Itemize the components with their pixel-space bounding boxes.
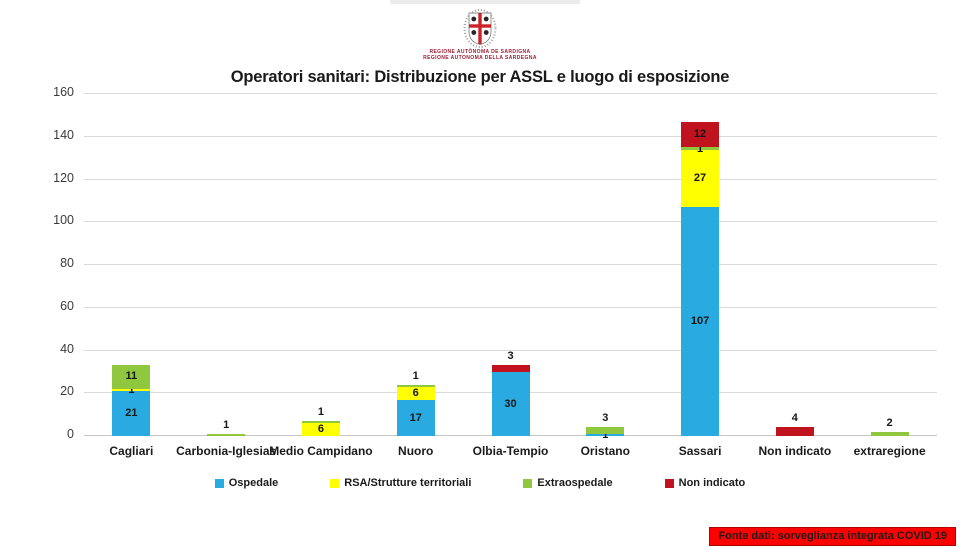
gridline (84, 135, 937, 137)
plot-area: 0 20 40 60 80 100 120 140 160 21 1 11 Cagliari 1 Carbo… (53, 85, 937, 458)
y-tick-label: 100 (53, 213, 74, 228)
legend-label: RSA/Strutture territoriali (344, 477, 472, 489)
y-tick-label: 40 (60, 341, 74, 356)
y-tick-label: 0 (67, 427, 74, 441)
bar-segment (112, 389, 151, 392)
y-tick-label: 140 (53, 127, 74, 142)
bar-segment-label: 1 (317, 406, 324, 419)
bar-segment (396, 384, 435, 387)
legend-swatch-icon (214, 478, 224, 488)
gridline (84, 93, 937, 94)
bar-segment (586, 427, 625, 434)
legend-label: Ospedale (228, 477, 279, 489)
bar-segment-label: 3 (602, 412, 609, 425)
y-tick-label: 60 (60, 298, 74, 313)
y-tick-label: 20 (60, 384, 74, 399)
region-logo: REGIONE AUTÒNOMA DE SARDIGNA REGIONE AUT… (0, 9, 960, 61)
bar-segment (112, 391, 151, 436)
x-tick-label: Olbia-Tempio (472, 444, 549, 458)
bar-segment-label: 1 (412, 369, 419, 382)
bar-segment (301, 421, 340, 424)
gridline (84, 178, 937, 180)
bar-segment (681, 147, 720, 150)
sardinia-crest-icon (463, 9, 497, 48)
bar-segment (396, 399, 435, 436)
legend-label: Non indicato (678, 477, 746, 489)
gridline (84, 306, 937, 308)
y-tick-label: 80 (60, 256, 74, 270)
x-tick-label: Carbonia-Iglesias (176, 444, 277, 458)
gridline (84, 221, 937, 223)
bar-segment (491, 371, 530, 436)
bar-segment (681, 207, 720, 436)
bar-segment (491, 365, 530, 372)
bar-segment (112, 365, 151, 389)
bar-segment (207, 433, 246, 436)
legend-swatch-icon (664, 478, 674, 488)
x-tick-label: Oristano (580, 444, 630, 458)
gridline (84, 264, 937, 265)
chart-legend: Ospedale RSA/Strutture territoriali Extrao… (0, 477, 960, 489)
window-top-bar (390, 0, 580, 4)
logo-text-line2: REGIONE AUTONOMA DELLA SARDEGNA (423, 55, 537, 61)
x-tick-label: extraregione (853, 444, 926, 458)
source-banner: Fonte dati: sorveglianza integrata COVID… (709, 527, 956, 546)
legend-item: Non indicato (664, 477, 746, 489)
bar-segment (396, 386, 435, 400)
bar-segment-label: 4 (791, 412, 798, 425)
legend-item: RSA/Strutture territoriali (330, 477, 471, 489)
bar-segment-label: 3 (507, 350, 514, 363)
bar-segment-label: 1 (223, 418, 230, 431)
x-tick-label: Nuoro (398, 444, 434, 458)
bar-segment (775, 427, 814, 436)
bar-segment (586, 433, 625, 436)
x-tick-label: Sassari (678, 444, 722, 458)
y-tick-label: 160 (53, 85, 74, 99)
x-tick-label: Medio Campidano (269, 444, 373, 458)
chart-title: Operatori sanitari: Distribuzione per AS… (230, 68, 730, 86)
x-tick-label: Non indicato (758, 444, 832, 458)
legend-item: Ospedale (214, 477, 279, 489)
bar-segment (681, 149, 720, 208)
legend-swatch-icon (330, 478, 340, 488)
logo-text-line1: REGIONE AUTÒNOMA DE SARDIGNA (429, 49, 531, 55)
x-tick-label: Cagliari (109, 444, 154, 458)
bar-segment (681, 121, 720, 148)
legend-label: Extraospedale (537, 477, 613, 489)
gridline (84, 349, 937, 351)
legend-item: Extraospedale (523, 477, 613, 489)
y-tick-label: 120 (53, 170, 74, 185)
bar-segment (301, 423, 340, 436)
bar-segment-label: 2 (886, 416, 893, 429)
bar-segment (870, 431, 909, 436)
legend-swatch-icon (523, 478, 533, 488)
